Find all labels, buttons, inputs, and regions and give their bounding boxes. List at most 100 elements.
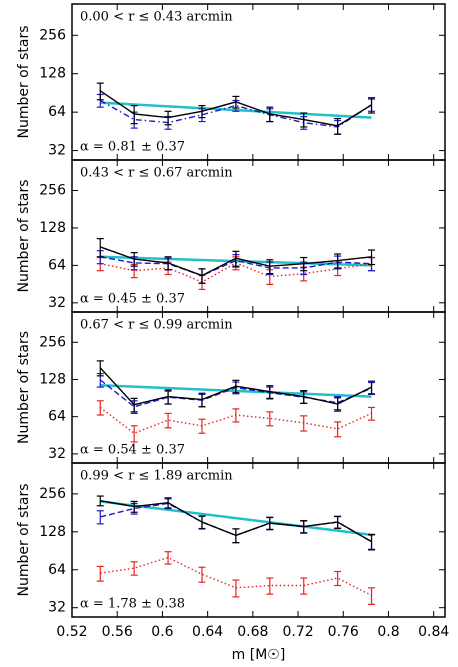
error-bar [266, 259, 274, 275]
x-axis-label: m [M☉] [232, 647, 286, 663]
y-tick-label: 32 [48, 143, 66, 159]
error-bar [232, 250, 240, 267]
annotation: 0.67 < r ≤ 0.99 arcmin [80, 318, 233, 333]
error-bar [198, 268, 206, 284]
error-bar [198, 515, 206, 530]
x-tick-label: 0.64 [192, 624, 223, 640]
error-bar [164, 551, 172, 565]
panel: 32 64 128 256 0.52 0.56 0.6 0.64 0.68 0.72 0.76 0.8… [16, 462, 449, 663]
y-tick-label: 64 [48, 562, 66, 578]
error-bar [300, 112, 308, 128]
x-tick-label: 0.6 [151, 624, 173, 640]
error-bar [266, 385, 274, 399]
panel: 32 64 128 256 Number of stars 0.00 < r ≤ 0.43… [16, 3, 446, 161]
error-bar [266, 516, 274, 531]
x-tick-label: 0.84 [418, 624, 449, 640]
panel-frame [71, 159, 446, 313]
panel-frame [71, 3, 446, 161]
error-bar [266, 411, 274, 427]
y-axis-label: Number of stars [16, 25, 32, 138]
annotation: α = 0.81 ± 0.37 [80, 140, 185, 155]
error-bar [334, 570, 342, 587]
x-tick-label: 0.8 [377, 624, 399, 640]
y-tick-label: 128 [39, 66, 66, 82]
x-tick-label: 0.68 [237, 624, 268, 640]
error-bar [334, 397, 342, 412]
series-line [100, 256, 372, 277]
error-bar [164, 497, 172, 509]
x-tick-label: 0.56 [102, 624, 133, 640]
error-bar [368, 249, 376, 266]
error-bar [130, 252, 138, 267]
y-tick-label: 256 [39, 182, 66, 198]
error-bar [96, 360, 104, 377]
error-bar [368, 587, 376, 605]
error-bar [164, 412, 172, 429]
series-line [99, 99, 372, 128]
y-tick-label: 32 [48, 295, 66, 311]
error-bar [198, 418, 206, 434]
x-tick-label: 0.72 [282, 624, 313, 640]
error-bar [368, 406, 376, 421]
y-tick-label: 128 [39, 524, 66, 540]
error-bar [130, 561, 138, 576]
error-bar [198, 392, 206, 408]
y-tick-label: 64 [48, 409, 66, 425]
error-bar [300, 256, 308, 272]
error-bar [232, 408, 240, 423]
annotation: α = 0.45 ± 0.37 [80, 292, 185, 307]
error-bar [266, 106, 274, 123]
annotation: 0.00 < r ≤ 0.43 arcmin [80, 10, 233, 25]
y-tick-label: 128 [39, 371, 66, 387]
y-axis-label: Number of stars [16, 179, 32, 292]
annotation: 0.43 < r ≤ 0.67 arcmin [80, 166, 233, 181]
panel: 32 64 128 256 Number of stars 0.67 < r ≤ 0.99… [16, 311, 446, 464]
y-tick-label: 32 [48, 446, 66, 462]
annotation: α = 1.78 ± 0.38 [80, 597, 185, 612]
error-bar [96, 495, 104, 507]
error-bar [300, 520, 308, 534]
y-tick-label: 256 [39, 27, 66, 43]
error-bar [232, 379, 240, 394]
error-bar [232, 95, 240, 109]
y-tick-label: 64 [48, 104, 66, 120]
error-bar [96, 565, 104, 582]
x-tick-label: 0.76 [328, 624, 359, 640]
error-bar [300, 390, 308, 404]
error-bar [130, 425, 138, 443]
error-bar [368, 380, 376, 395]
error-bar [96, 238, 104, 258]
panel: 32 64 128 256 Number of stars 0.43 < r ≤ 0.67… [16, 159, 446, 313]
y-tick-label: 256 [39, 334, 66, 350]
error-bar [334, 253, 342, 269]
error-bar [164, 110, 172, 126]
error-bar [300, 415, 308, 432]
error-bar [164, 256, 172, 271]
error-bar [232, 528, 240, 544]
error-bar [130, 105, 138, 125]
y-axis-label: Number of stars [16, 483, 32, 596]
error-bar [96, 510, 104, 525]
panel-frame [71, 462, 446, 618]
y-tick-label: 256 [39, 486, 66, 502]
annotation: α = 0.54 ± 0.37 [80, 443, 185, 458]
error-bar [300, 577, 308, 595]
annotation: 0.99 < r ≤ 1.89 arcmin [80, 469, 233, 484]
y-axis-label: Number of stars [16, 331, 32, 444]
y-tick-label: 64 [48, 257, 66, 273]
x-tick-label: 0.52 [56, 624, 87, 640]
error-bar [198, 105, 206, 119]
error-bar [198, 566, 206, 583]
error-bar [334, 421, 342, 438]
error-bar [266, 577, 274, 595]
error-bar [334, 515, 342, 530]
error-bar [96, 400, 104, 416]
error-bar [96, 82, 104, 101]
y-tick-label: 32 [48, 600, 66, 616]
error-bar [232, 579, 240, 598]
error-bar [368, 533, 376, 551]
error-bar [368, 97, 376, 114]
error-bar [334, 117, 342, 135]
error-bar [130, 500, 138, 513]
